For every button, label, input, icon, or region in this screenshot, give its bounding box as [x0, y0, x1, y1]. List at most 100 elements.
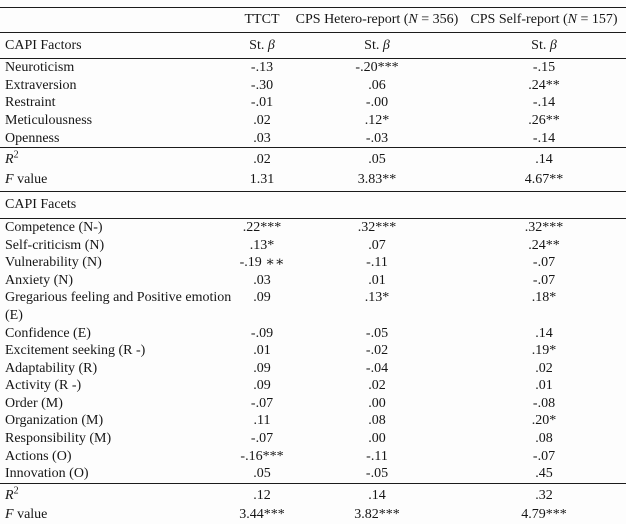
- cell-ttct-beta: -.01: [250, 95, 274, 111]
- factors-r2-hetero: .05: [292, 147, 462, 170]
- f-symbol: F: [5, 507, 14, 523]
- table-row: Confidence (E) -.09 -.05 .14: [0, 325, 626, 343]
- table-row: Neuroticism -.13 -.20*** -.15: [0, 59, 626, 77]
- self-header-nvalue: = 157): [577, 12, 618, 27]
- table-row: Competence (N-) .22*** .32*** .32***: [0, 218, 626, 236]
- cell-hetero-beta: -.02: [365, 343, 389, 359]
- facets-section-header-row: CAPI Facets: [0, 191, 626, 219]
- facets-body: Competence (N-) .22*** .32*** .32*** Sel…: [0, 218, 626, 483]
- table-row: Anxiety (N) .03 .01 -.07: [0, 272, 626, 290]
- cell-ttct-beta: .22***: [242, 219, 282, 235]
- cell-ttct-beta: -.07: [250, 395, 274, 411]
- r-squared-label: R2: [0, 482, 232, 506]
- facets-fvalue-row: F value 3.44*** 3.82*** 4.79***: [0, 505, 626, 524]
- beta-header-hetero: St. β: [292, 32, 462, 60]
- r-symbol: R: [5, 487, 14, 503]
- factors-stats-block: R2 .02 .05 .14 F value 1.31 3.83** 4.67*…: [0, 147, 626, 193]
- cell-self-beta: .19*: [531, 343, 557, 359]
- beta-header-st: St.: [531, 37, 550, 53]
- row-label: Gregarious feeling and Positive emotion …: [5, 290, 232, 323]
- table-header-block: TTCT CPS Hetero-report (N = 356) CPS Sel…: [0, 7, 626, 60]
- row-label: Activity (R -): [5, 378, 82, 394]
- facets-section-block: CAPI Facets: [0, 191, 626, 219]
- row-label: Competence (N-): [5, 219, 103, 235]
- cell-ttct-beta: .11: [253, 413, 271, 429]
- r-symbol: R: [5, 152, 14, 168]
- table-row: Meticulousness .02 .12* .26**: [0, 112, 626, 130]
- cell-hetero-beta: -.04: [365, 360, 389, 376]
- facets-r2-row: R2 .12 .14 .32: [0, 482, 626, 506]
- cell-self-beta: .02: [535, 360, 553, 376]
- cell-hetero-beta: .02: [368, 378, 386, 394]
- group-header-empty-stub: [0, 7, 232, 33]
- table-row: Order (M) -.07 .00 -.08: [0, 395, 626, 413]
- factors-r2-self: .14: [462, 147, 626, 170]
- regression-results-table: TTCT CPS Hetero-report (N = 356) CPS Sel…: [0, 7, 626, 524]
- cell-self-beta: -.07: [532, 272, 556, 288]
- facets-f-ttct: 3.44***: [232, 505, 292, 524]
- cell-self-beta: .24**: [528, 237, 560, 253]
- cell-ttct-beta: .03: [253, 130, 271, 146]
- cell-ttct-beta: -.30: [250, 77, 274, 93]
- table-row: Openness .03 -.03 -.14: [0, 130, 626, 148]
- factors-body: Neuroticism -.13 -.20*** -.15 Extraversi…: [0, 59, 626, 148]
- cell-self-beta: .18*: [531, 290, 557, 306]
- f-value-label: F value: [0, 169, 232, 193]
- cell-self-beta: .32***: [524, 219, 564, 235]
- row-label: Excitement seeking (R -): [5, 343, 146, 359]
- cell-self-beta: -.07: [532, 448, 556, 464]
- facets-stats-block: R2 .12 .14 .32 F value 3.44*** 3.82*** 4…: [0, 482, 626, 524]
- facets-section-title: CAPI Facets: [0, 191, 626, 219]
- column-header-hetero-report: CPS Hetero-report (N = 356): [292, 7, 462, 33]
- self-header-text: CPS Self-report (: [470, 12, 568, 27]
- cell-self-beta: -.14: [532, 130, 556, 146]
- row-label: Anxiety (N): [5, 272, 74, 288]
- cell-self-beta: .01: [535, 378, 553, 394]
- beta-header-st: St.: [364, 37, 383, 53]
- column-header-ttct: TTCT: [232, 7, 292, 33]
- hetero-header-text: CPS Hetero-report (: [295, 12, 409, 27]
- cell-ttct-beta: -.16***: [240, 448, 284, 464]
- factors-f-hetero: 3.83**: [292, 169, 462, 193]
- f-value-text: value: [13, 507, 48, 523]
- cell-hetero-beta: -.03: [365, 130, 389, 146]
- factors-fvalue-row: F value 1.31 3.83** 4.67**: [0, 169, 626, 193]
- table-row: Activity (R -) .09 .02 .01: [0, 377, 626, 395]
- row-label: Meticulousness: [5, 112, 93, 128]
- beta-header-st: St.: [249, 37, 268, 53]
- table-row: Extraversion -.30 .06 .24**: [0, 77, 626, 95]
- row-label: Innovation (O): [5, 466, 89, 482]
- cell-ttct-beta: -.09: [250, 325, 274, 341]
- beta-symbol: β: [267, 37, 275, 53]
- cell-ttct-beta: -.13: [250, 60, 274, 76]
- row-label: Confidence (E): [5, 325, 91, 341]
- beta-header-self: St. β: [462, 32, 626, 60]
- hetero-header-n: N: [408, 12, 418, 27]
- cell-hetero-beta: -.05: [365, 325, 389, 341]
- factors-r2-row: R2 .02 .05 .14: [0, 147, 626, 170]
- cell-hetero-beta: -.11: [366, 448, 388, 464]
- cell-ttct-beta: -.07: [250, 431, 274, 447]
- self-header-n: N: [567, 12, 577, 27]
- beta-symbol: β: [549, 37, 557, 53]
- cell-ttct-beta: .09: [253, 360, 271, 376]
- cell-self-beta: .20*: [531, 413, 557, 429]
- cell-ttct-beta: .01: [253, 343, 271, 359]
- cell-ttct-beta: .05: [253, 466, 271, 482]
- cell-self-beta: -.07: [532, 255, 556, 271]
- facets-r2-ttct: .12: [232, 482, 292, 506]
- table-row: Excitement seeking (R -) .01 -.02 .19*: [0, 342, 626, 360]
- column-header-row: CAPI Factors St. β St. β St. β: [0, 32, 626, 60]
- facets-r2-self: .32: [462, 482, 626, 506]
- cell-hetero-beta: .08: [368, 413, 386, 429]
- row-label: Organization (M): [5, 413, 104, 429]
- stub-header-capi-factors: CAPI Factors: [0, 32, 232, 60]
- row-label: Restraint: [5, 95, 56, 111]
- factors-f-self: 4.67**: [462, 169, 626, 193]
- cell-self-beta: .08: [535, 431, 553, 447]
- r-exponent: 2: [13, 149, 19, 161]
- table-row: Responsibility (M) -.07 .00 .08: [0, 430, 626, 448]
- cell-self-beta: -.14: [532, 95, 556, 111]
- facets-f-hetero: 3.82***: [292, 505, 462, 524]
- cell-self-beta: .14: [535, 325, 553, 341]
